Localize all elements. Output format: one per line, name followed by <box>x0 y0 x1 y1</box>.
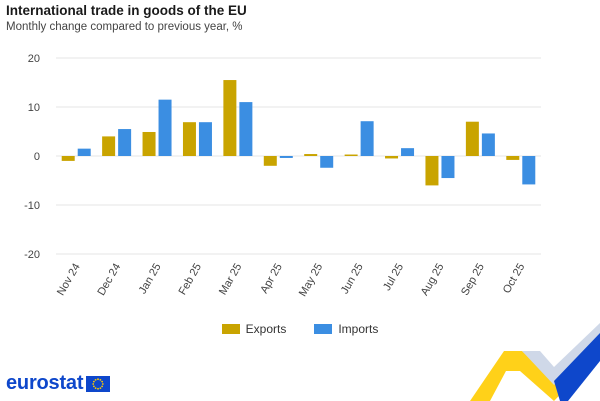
exports-bar[interactable] <box>61 156 75 161</box>
y-tick-label: 0 <box>34 151 40 163</box>
imports-bar[interactable] <box>198 122 212 156</box>
imports-bar[interactable] <box>239 102 253 156</box>
imports-bar[interactable] <box>320 156 334 168</box>
imports-bar[interactable] <box>522 156 536 185</box>
legend-label-exports: Exports <box>245 322 287 336</box>
legend-item-exports[interactable]: Exports <box>221 322 287 336</box>
exports-bar[interactable] <box>263 156 277 166</box>
x-tick-label: Sep 25 <box>459 262 487 298</box>
bar-chart: 20 10 0 -10 -20 Nov 24 Dec 24 Jan 25 Feb 25 Mar 2… <box>24 53 541 299</box>
imports-swatch <box>314 324 333 334</box>
x-tick-label: May 25 <box>297 262 325 299</box>
exports-bar[interactable] <box>102 136 116 156</box>
imports-bar[interactable] <box>158 99 172 156</box>
y-tick-label: -20 <box>24 249 40 261</box>
imports-bar[interactable] <box>441 156 455 179</box>
imports-bar[interactable] <box>279 156 293 158</box>
x-tick-label: Jun 25 <box>339 262 366 297</box>
imports-bar[interactable] <box>360 121 374 156</box>
x-tick-label: Jan 25 <box>137 262 164 297</box>
x-tick-label: Feb 25 <box>177 262 205 298</box>
x-tick-label: Dec 24 <box>95 262 123 298</box>
logo-text: eurostat <box>6 372 84 394</box>
x-tick-label: Jul 25 <box>381 262 406 293</box>
x-tick-label: Aug 25 <box>419 262 447 298</box>
exports-bar[interactable] <box>385 156 399 159</box>
eurostat-logo[interactable]: eurostat <box>6 372 111 395</box>
exports-bar[interactable] <box>304 154 318 156</box>
imports-bar[interactable] <box>118 129 132 156</box>
chart-legend: Exports Imports <box>0 322 600 336</box>
chart-title: International trade in goods of the EU <box>6 3 247 18</box>
x-tick-label: Mar 25 <box>217 262 245 298</box>
exports-bar[interactable] <box>182 122 196 156</box>
legend-item-imports[interactable]: Imports <box>314 322 378 336</box>
y-tick-label: -10 <box>24 200 40 212</box>
exports-bar[interactable] <box>223 80 237 156</box>
imports-bar[interactable] <box>481 133 495 156</box>
eu-flag-icon <box>86 375 111 392</box>
decorative-corner-graphic <box>470 323 600 401</box>
y-tick-label: 10 <box>28 102 40 114</box>
y-tick-label: 20 <box>28 53 40 65</box>
legend-label-imports: Imports <box>338 322 379 336</box>
exports-swatch <box>221 324 240 334</box>
exports-bar[interactable] <box>465 121 479 156</box>
chart-subtitle: Monthly change compared to previous year… <box>6 21 243 33</box>
x-tick-label: Apr 25 <box>258 262 285 296</box>
imports-bar[interactable] <box>77 148 91 156</box>
x-tick-label: Oct 25 <box>501 262 528 296</box>
exports-bar[interactable] <box>142 131 156 156</box>
exports-bar[interactable] <box>344 154 358 156</box>
exports-bar[interactable] <box>506 156 520 160</box>
x-tick-label: Nov 24 <box>55 262 83 298</box>
imports-bar[interactable] <box>401 148 415 156</box>
exports-bar[interactable] <box>425 156 439 186</box>
